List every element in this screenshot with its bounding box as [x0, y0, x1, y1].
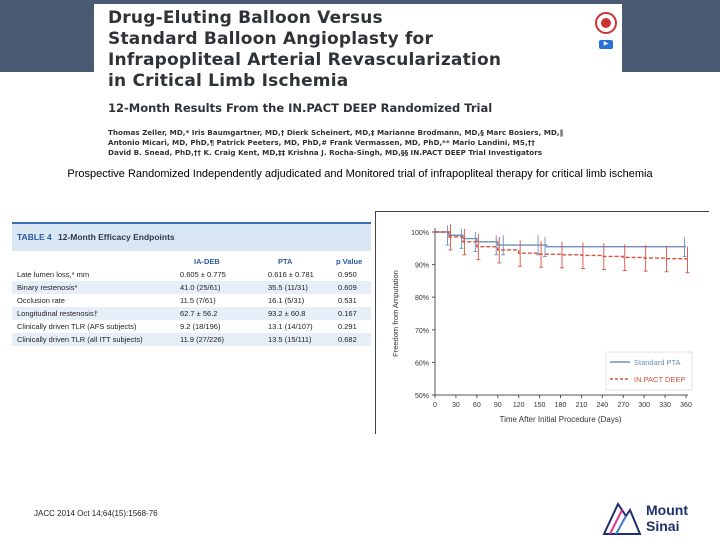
y-tick-label: 60% [415, 360, 429, 367]
cell-pta: 16.1 (5/31) [268, 296, 305, 305]
title-line: Infrapopliteal Arterial Revascularizatio… [108, 50, 502, 70]
y-tick-label: 90% [415, 263, 429, 270]
x-tick-label: 120 [513, 402, 525, 409]
row-label: Late lumen loss,* mm [17, 270, 90, 279]
author-line: Thomas Zeller, MD,* Iris Baumgartner, MD… [108, 128, 564, 137]
cell-p: 0.682 [338, 335, 357, 344]
row-label: Binary restenosis* [17, 283, 78, 292]
citation: JACC 2014 Oct 14;64(15):1568-76 [34, 509, 158, 518]
x-tick-label: 30 [452, 402, 460, 409]
x-tick-label: 270 [617, 402, 629, 409]
x-tick-label: 360 [680, 402, 692, 409]
cell-deb: 9.2 (18/196) [180, 322, 221, 331]
legend-box [605, 351, 693, 391]
row-label: Longitudinal restenosis† [17, 309, 98, 318]
efficacy-table: TABLE 4 12-Month Efficacy Endpoints IA-D… [12, 222, 371, 368]
slide-caption: Prospective Randomized Independently adj… [67, 168, 653, 180]
column-header-pta: PTA [278, 257, 293, 266]
cell-p: 0.291 [338, 322, 357, 331]
x-tick-label: 300 [638, 402, 650, 409]
x-tick-label: 150 [534, 402, 546, 409]
cell-pta: 35.5 (11/31) [268, 283, 308, 292]
cell-deb: 41.0 (25/61) [180, 283, 221, 292]
row-label: Clinically driven TLR (AFS subjects) [17, 322, 137, 331]
title-line: in Critical Limb Ischemia [108, 71, 349, 91]
series-line-0 [435, 231, 686, 248]
table-row: Longitudinal restenosis† 62.7 ± 56.2 93.2 … [12, 307, 371, 320]
cell-p: 0.531 [338, 296, 357, 305]
table-row: Occlusion rate 11.5 (7/61) 16.1 (5/31) 0.53… [12, 294, 371, 307]
table-row: Clinically driven TLR (all ITT subjects)… [12, 333, 371, 346]
cell-deb: 11.9 (27/226) [180, 335, 225, 344]
series-line-1 [435, 231, 687, 260]
logo-line2: Sinai [646, 518, 679, 534]
row-label: Clinically driven TLR (all ITT subjects) [17, 335, 143, 344]
x-tick-label: 240 [596, 402, 608, 409]
cell-deb: 0.605 ± 0.775 [180, 270, 226, 279]
crossmark-icon [595, 12, 617, 34]
article-header: Drug-Eluting Balloon Versus Standard Bal… [94, 4, 622, 166]
table-caption: 12-Month Efficacy Endpoints [58, 232, 175, 242]
logo-mark [602, 501, 642, 535]
article-title: Drug-Eluting Balloon Versus Standard Bal… [108, 8, 568, 92]
y-tick-label: 100% [411, 230, 429, 237]
x-tick-label: 90 [494, 402, 502, 409]
cell-p: 0.609 [338, 283, 357, 292]
mount-sinai-logo: Mount Sinai [602, 501, 688, 535]
table-label: TABLE 4 [17, 232, 52, 242]
y-axis-label: Freedom from Amputation [391, 270, 400, 357]
cell-pta: 13.5 (15/111) [268, 335, 312, 344]
title-line: Standard Balloon Angioplasty for [108, 29, 434, 49]
x-tick-label: 0 [433, 402, 437, 409]
y-tick-label: 80% [415, 295, 429, 302]
article-subtitle: 12-Month Results From the IN.PACT DEEP R… [108, 101, 493, 115]
table-row: Clinically driven TLR (AFS subjects) 9.2 … [12, 320, 371, 333]
logo-line1: Mount [646, 502, 688, 518]
cell-deb: 11.5 (7/61) [180, 296, 216, 305]
x-tick-label: 180 [555, 402, 567, 409]
table-row: Binary restenosis* 41.0 (25/61) 35.5 (11/3… [12, 281, 371, 294]
table-row: Late lumen loss,* mm 0.605 ± 0.775 0.616 ±… [12, 268, 371, 281]
author-list: Thomas Zeller, MD,* Iris Baumgartner, MD… [108, 128, 628, 158]
author-line: David B. Snead, PhD,†† K. Craig Kent, MD… [108, 148, 543, 157]
amputation-chart: 50% 60% 70% 80% 90% 100% 0 30 60 90 120 150 180 210 24… [375, 211, 709, 434]
cell-pta: 93.2 ± 60.8 [268, 309, 306, 318]
cell-deb: 62.7 ± 56.2 [180, 309, 218, 318]
column-header-deb: IA-DEB [194, 257, 220, 266]
row-label: Occlusion rate [17, 296, 65, 305]
legend-label: Standard PTA [634, 358, 681, 367]
cell-p: 0.950 [338, 270, 357, 279]
cell-pta: 13.1 (14/107) [268, 322, 313, 331]
cell-pta: 0.616 ± 0.781 [268, 270, 314, 279]
x-tick-label: 210 [576, 402, 588, 409]
y-tick-label: 70% [415, 328, 429, 335]
video-icon: ▶ [599, 40, 613, 49]
column-header-p: p Value [336, 257, 363, 266]
title-line: Drug-Eluting Balloon Versus [108, 8, 383, 28]
y-tick-label: 50% [415, 393, 429, 400]
author-line: Antonio Micari, MD, PhD,¶ Patrick Peeter… [108, 138, 535, 147]
table-header: TABLE 4 12-Month Efficacy Endpoints [12, 222, 371, 251]
x-tick-label: 330 [659, 402, 671, 409]
cell-p: 0.167 [338, 309, 357, 318]
legend-label: IN.PACT DEEP [634, 375, 685, 384]
x-tick-label: 60 [473, 402, 481, 409]
x-axis-label: Time After Initial Procedure (Days) [500, 415, 622, 424]
